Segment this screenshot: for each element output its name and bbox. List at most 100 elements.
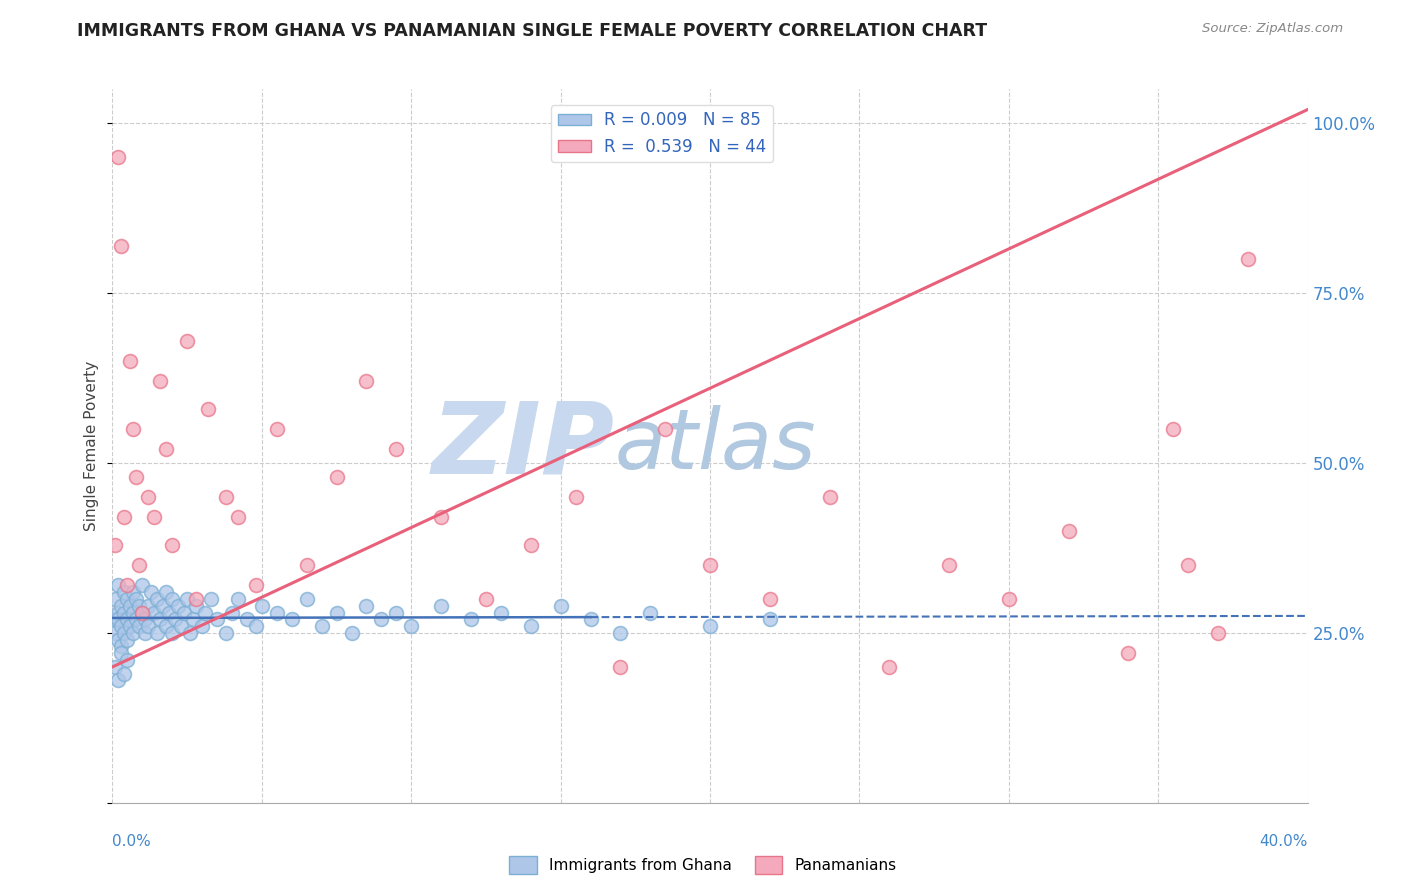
Point (131, 606, 153, 620)
Point (155, 619, 177, 633)
Point (110, 238, 132, 252)
Point (120, 354, 142, 368)
Point (125, 591, 148, 606)
Text: 0.0%: 0.0% (112, 834, 152, 848)
Legend: Immigrants from Ghana, Panamanians: Immigrants from Ghana, Panamanians (503, 850, 903, 880)
Point (250, 599, 273, 613)
Point (155, 442, 177, 457)
Point (146, 626, 169, 640)
Point (489, 606, 512, 620)
Point (120, 599, 142, 613)
Point (122, 626, 145, 640)
Point (128, 599, 150, 613)
Point (200, 591, 222, 606)
Point (165, 612, 187, 626)
Point (104, 537, 127, 551)
Point (128, 558, 150, 572)
Point (245, 619, 267, 633)
Point (117, 612, 139, 626)
Point (114, 626, 135, 640)
Point (128, 619, 150, 633)
Point (131, 606, 153, 620)
Point (401, 619, 423, 633)
Point (226, 591, 249, 606)
Point (122, 422, 145, 436)
Point (104, 612, 127, 626)
Point (107, 606, 129, 620)
Text: ZIP: ZIP (432, 398, 614, 494)
Point (110, 640, 132, 654)
Point (117, 578, 139, 592)
Point (1118, 646, 1140, 660)
Text: atlas: atlas (614, 406, 815, 486)
Point (475, 591, 498, 606)
Point (114, 585, 135, 599)
Point (520, 619, 543, 633)
Point (170, 619, 193, 633)
Point (117, 591, 139, 606)
Point (460, 612, 482, 626)
Point (194, 606, 217, 620)
Point (654, 422, 676, 436)
Legend: R = 0.009   N = 85, R =  0.539   N = 44: R = 0.009 N = 85, R = 0.539 N = 44 (551, 104, 773, 162)
Point (759, 591, 782, 606)
Point (143, 606, 166, 620)
Point (110, 599, 132, 613)
Point (1177, 558, 1199, 572)
Point (173, 606, 195, 620)
Point (186, 599, 208, 613)
Point (311, 619, 333, 633)
Point (152, 599, 174, 613)
Point (104, 591, 127, 606)
Point (114, 606, 135, 620)
Point (699, 558, 721, 572)
Point (520, 537, 543, 551)
Point (134, 612, 156, 626)
Point (430, 599, 453, 613)
Point (162, 626, 183, 640)
Point (699, 619, 721, 633)
Point (215, 490, 238, 504)
Point (143, 510, 166, 524)
Point (122, 606, 145, 620)
Point (104, 626, 127, 640)
Point (155, 585, 177, 599)
Point (107, 673, 129, 688)
Point (107, 612, 129, 626)
Point (104, 660, 127, 674)
Point (114, 510, 135, 524)
Point (356, 375, 378, 389)
Point (879, 660, 901, 674)
Point (579, 612, 602, 626)
Point (149, 612, 172, 626)
Point (295, 558, 318, 572)
Point (640, 606, 662, 620)
Point (149, 375, 172, 389)
Point (221, 606, 243, 620)
Point (138, 599, 160, 613)
Point (385, 442, 408, 457)
Point (176, 591, 198, 606)
Point (110, 619, 132, 633)
Point (998, 591, 1021, 606)
Point (609, 626, 631, 640)
Point (325, 606, 347, 620)
Point (1206, 626, 1229, 640)
Point (226, 510, 249, 524)
Point (120, 619, 142, 633)
Point (162, 537, 183, 551)
Point (356, 599, 378, 613)
Point (205, 612, 228, 626)
Point (125, 612, 148, 626)
Point (266, 606, 288, 620)
Point (181, 612, 204, 626)
Point (295, 591, 318, 606)
Point (759, 612, 782, 626)
Point (176, 334, 198, 348)
Point (1057, 524, 1080, 538)
Point (1237, 252, 1260, 266)
Point (550, 599, 572, 613)
Point (1161, 422, 1184, 436)
Point (197, 401, 219, 416)
Point (938, 558, 960, 572)
